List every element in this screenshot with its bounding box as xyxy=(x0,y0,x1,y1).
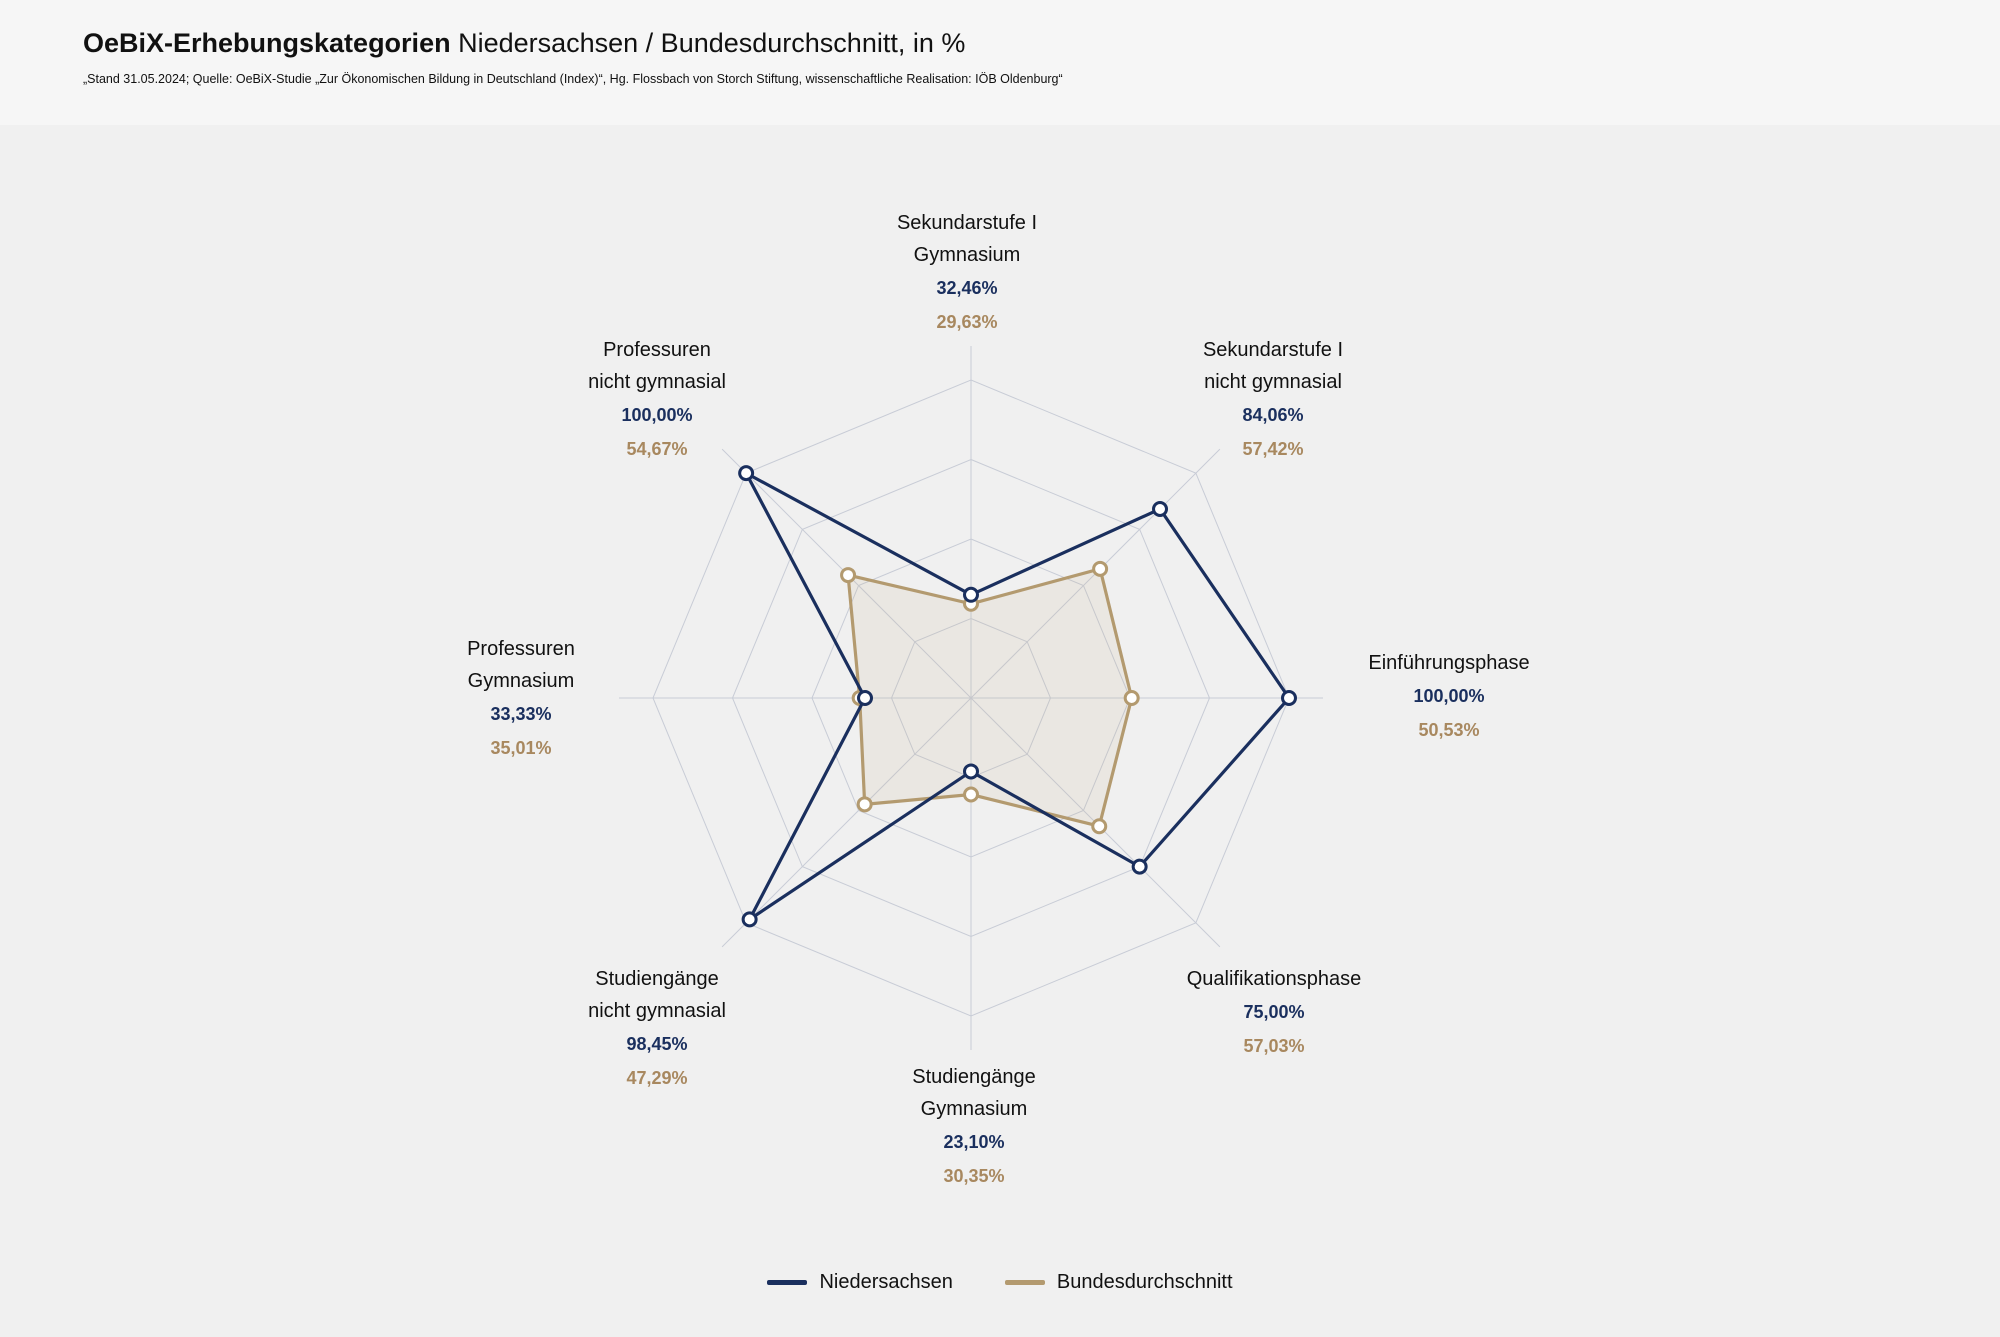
category-name-0-0: Sekundarstufe I xyxy=(896,212,1038,234)
category-name-7-0: Professuren xyxy=(603,339,711,361)
legend-item-bundesdurchschnitt: Bundesdurchschnitt xyxy=(1004,1271,1233,1294)
bundesdurchschnitt-point-2 xyxy=(1123,690,1140,706)
value-label-niedersachsen-2: 100,00% xyxy=(1413,686,1485,706)
value-label-niedersachsen-6: 33,33% xyxy=(490,704,552,724)
category-name-5-1: nicht gymnasial xyxy=(588,1000,726,1022)
category-name-5-0: Studiengänge xyxy=(595,968,719,990)
niedersachsen-point-2 xyxy=(1281,690,1297,706)
category-name-0-1: Gymnasium xyxy=(913,244,1021,266)
legend-label-bundesdurchschnitt: Bundesdurchschnitt xyxy=(1056,1271,1233,1293)
category-name-6-0: Professuren xyxy=(467,638,575,660)
bundesdurchschnitt-area xyxy=(848,568,1132,827)
value-label-bundesdurchschnitt-6: 35,01% xyxy=(490,738,552,758)
category-label-1: Sekundarstufe I nicht gymnasial 84,06% 57,4… xyxy=(1203,334,1343,466)
value-label-niedersachsen-7: 100,00% xyxy=(621,405,693,425)
series-niedersachsen xyxy=(738,465,1297,928)
value-label-niedersachsen-4: 23,10% xyxy=(943,1132,1005,1152)
chart-title: OeBiX-Erhebungskategorien Niedersachsen … xyxy=(83,28,965,59)
niedersachsen-point-1 xyxy=(1152,500,1169,517)
value-label-bundesdurchschnitt-2: 50,53% xyxy=(1418,720,1480,740)
niedersachsen-point-6 xyxy=(857,690,874,706)
legend-swatch-niedersachsen xyxy=(767,1280,808,1285)
bundesdurchschnitt-point-4 xyxy=(963,786,979,803)
category-name-1-1: nicht gymnasial xyxy=(1204,371,1342,393)
value-label-bundesdurchschnitt-4: 30,35% xyxy=(943,1166,1005,1186)
niedersachsen-point-4 xyxy=(963,763,979,780)
category-label-6: Professuren Gymnasium 33,33% 35,01% xyxy=(467,633,575,765)
niedersachsen-point-0 xyxy=(963,586,979,603)
category-name-6-1: Gymnasium xyxy=(467,670,575,692)
value-label-niedersachsen-0: 32,46% xyxy=(936,278,998,298)
category-name-4-1: Gymnasium xyxy=(920,1098,1028,1120)
bundesdurchschnitt-point-1 xyxy=(1092,560,1109,577)
bundesdurchschnitt-point-3 xyxy=(1091,818,1108,835)
legend-label-niedersachsen: Niedersachsen xyxy=(819,1271,953,1293)
category-name-3-0: Qualifikationsphase xyxy=(1186,968,1362,990)
chart-header: OeBiX-Erhebungskategorien Niedersachsen … xyxy=(0,0,2000,125)
value-label-bundesdurchschnitt-3: 57,03% xyxy=(1243,1036,1305,1056)
category-label-5: Studiengänge nicht gymnasial 98,45% 47,29% xyxy=(588,963,726,1095)
niedersachsen-point-3 xyxy=(1131,858,1148,875)
chart-title-rest: Niedersachsen / Bundesdurchschnitt, in % xyxy=(450,28,966,58)
value-label-niedersachsen-1: 84,06% xyxy=(1242,405,1304,425)
chart-title-bold: OeBiX-Erhebungskategorien xyxy=(83,28,451,58)
axis-line-5 xyxy=(721,697,972,948)
value-label-bundesdurchschnitt-0: 29,63% xyxy=(936,312,998,332)
category-label-3: Qualifikationsphase 75,00% 57,03% xyxy=(1187,963,1362,1063)
value-label-bundesdurchschnitt-5: 47,29% xyxy=(626,1068,688,1088)
category-label-7: Professuren nicht gymnasial 100,00% 54,67% xyxy=(588,334,726,466)
legend-item-niedersachsen: Niedersachsen xyxy=(767,1271,953,1294)
category-name-7-1: nicht gymnasial xyxy=(588,371,726,393)
series-bundesdurchschnitt xyxy=(840,560,1140,835)
bundesdurchschnitt-point-7 xyxy=(840,567,857,584)
category-label-0: Sekundarstufe I Gymnasium 32,46% 29,63% xyxy=(897,207,1037,339)
value-label-niedersachsen-5: 98,45% xyxy=(626,1034,688,1054)
category-name-2-0: Einführungsphase xyxy=(1368,652,1530,674)
legend: Niedersachsen Bundesdurchschnitt xyxy=(0,1271,2000,1294)
value-label-bundesdurchschnitt-1: 57,42% xyxy=(1242,439,1304,459)
category-name-1-0: Sekundarstufe I xyxy=(1202,339,1344,361)
category-name-4-0: Studiengänge xyxy=(912,1066,1036,1088)
legend-swatch-bundesdurchschnitt xyxy=(1004,1280,1045,1285)
bundesdurchschnitt-point-5 xyxy=(856,796,873,813)
niedersachsen-point-5 xyxy=(741,911,758,928)
value-label-bundesdurchschnitt-7: 54,67% xyxy=(626,439,688,459)
category-label-2: Einführungsphase 100,00% 50,53% xyxy=(1368,647,1529,747)
chart-source: „Stand 31.05.2024; Quelle: OeBiX-Studie … xyxy=(83,72,1063,86)
niedersachsen-point-7 xyxy=(738,465,755,482)
value-label-niedersachsen-3: 75,00% xyxy=(1243,1002,1305,1022)
category-label-4: Studiengänge Gymnasium 23,10% 30,35% xyxy=(912,1061,1035,1193)
